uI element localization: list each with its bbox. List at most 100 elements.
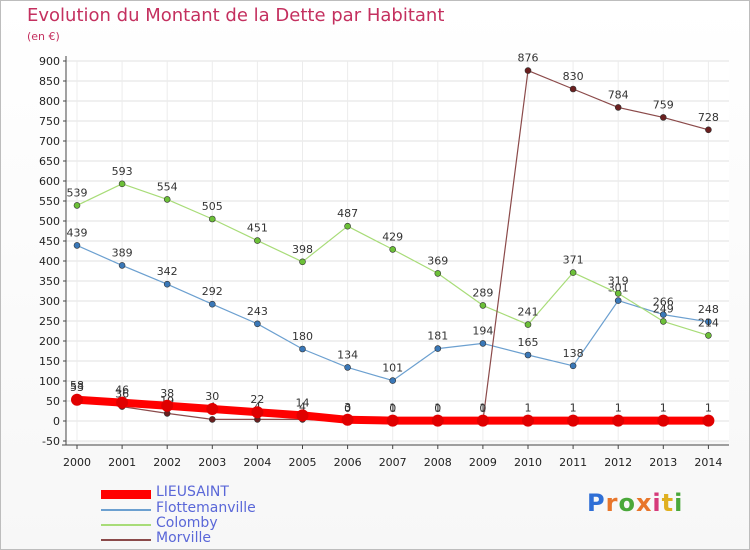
data-point-lieusaint [161, 399, 174, 412]
data-point-morville [209, 416, 216, 423]
plot-area [66, 61, 729, 441]
data-point-flottemanville [479, 340, 487, 347]
data-point-flottemanville [569, 362, 577, 370]
data-point-flottemanville [163, 280, 171, 288]
legend-label-flottemanville: Flottemanville [156, 500, 256, 516]
data-label-colomby: 451 [247, 222, 268, 235]
data-label-flottemanville: 248 [698, 303, 719, 316]
data-label-lieusaint: 1 [615, 402, 622, 415]
data-label-morville: 4 [299, 400, 306, 413]
data-point-lieusaint [476, 414, 489, 427]
data-label-morville: 0 [344, 402, 351, 415]
logo-letter: x [635, 489, 653, 517]
x-tick-label: 2004 [243, 456, 271, 469]
data-label-colomby: 369 [427, 254, 448, 267]
data-label-flottemanville: 101 [382, 362, 403, 375]
data-label-lieusaint: 53 [70, 381, 84, 394]
data-point-flottemanville [659, 311, 667, 318]
x-tick-label: 2007 [379, 456, 407, 469]
data-point-morville [569, 85, 577, 93]
data-point-flottemanville [254, 320, 261, 328]
data-label-lieusaint: 1 [705, 402, 712, 415]
data-label-colomby: 505 [202, 200, 223, 213]
x-tick-label: 2011 [559, 456, 587, 469]
data-label-colomby: 319 [608, 274, 629, 287]
data-label-colomby: 554 [157, 180, 178, 193]
data-label-colomby: 429 [382, 230, 403, 243]
data-label-flottemanville: 266 [653, 296, 674, 309]
data-label-colomby: 593 [112, 165, 133, 178]
data-label-colomby: 398 [292, 243, 313, 256]
data-point-lieusaint [567, 414, 580, 427]
data-label-morville: 36 [115, 388, 129, 401]
chart-title: Evolution du Montant de la Dette par Hab… [27, 5, 445, 26]
data-point-flottemanville [389, 377, 397, 384]
data-label-colomby: 214 [698, 316, 719, 329]
data-label-flottemanville: 439 [67, 226, 88, 239]
y-tick-label: 300 [39, 295, 60, 308]
y-tick-label: 50 [46, 395, 60, 408]
data-point-colomby [659, 318, 667, 325]
y-tick-label: 700 [39, 135, 60, 148]
chart-subtitle: (en €) [27, 30, 60, 43]
data-label-morville: 0 [389, 402, 396, 415]
data-point-lieusaint [702, 414, 715, 427]
data-label-lieusaint: 1 [525, 402, 532, 415]
data-label-flottemanville: 389 [112, 246, 133, 259]
y-tick-label: 800 [39, 95, 60, 108]
data-point-lieusaint [386, 414, 399, 427]
y-tick-label: 900 [39, 55, 60, 68]
data-point-flottemanville [299, 345, 306, 353]
y-tick-label: 200 [39, 335, 60, 348]
x-tick-label: 2001 [108, 456, 136, 469]
data-label-morville: 759 [653, 98, 674, 111]
data-label-lieusaint: 1 [570, 402, 577, 415]
y-tick-label: -50 [42, 435, 60, 448]
data-label-morville: 58 [70, 379, 84, 392]
data-point-flottemanville [73, 242, 81, 249]
data-point-lieusaint [522, 414, 534, 427]
data-point-flottemanville [434, 345, 442, 352]
data-label-flottemanville: 292 [202, 285, 223, 298]
y-tick-label: 550 [39, 195, 60, 208]
data-label-flottemanville: 342 [157, 265, 178, 278]
x-tick-label: 2000 [63, 456, 91, 469]
data-label-colomby: 249 [653, 302, 674, 315]
logo-letter: r [605, 489, 619, 517]
data-point-colomby [524, 321, 532, 328]
legend-swatch-morville [101, 539, 151, 541]
data-point-colomby [344, 222, 351, 230]
data-point-lieusaint [612, 414, 625, 427]
x-tick-label: 2014 [694, 456, 722, 469]
data-point-flottemanville [118, 262, 126, 269]
y-tick-label: 750 [39, 115, 60, 128]
y-tick-label: 650 [39, 155, 60, 168]
x-tick-label: 2006 [334, 456, 362, 469]
y-tick-label: 850 [39, 75, 60, 88]
data-point-colomby [118, 180, 126, 188]
logo-letter: i [674, 489, 684, 517]
data-point-morville [705, 126, 712, 134]
y-tick-label: 250 [39, 315, 60, 328]
x-tick-label: 2008 [424, 456, 452, 469]
data-point-lieusaint [296, 409, 309, 422]
legend-swatch-lieusaint [101, 490, 151, 499]
y-tick-label: 0 [53, 415, 60, 428]
data-label-lieusaint: 1 [389, 402, 396, 415]
data-label-colomby: 371 [563, 254, 584, 267]
y-tick-label: 500 [39, 215, 60, 228]
data-label-colomby: 241 [518, 306, 539, 319]
logo-letter: o [618, 489, 636, 517]
data-point-lieusaint [341, 413, 354, 426]
data-label-lieusaint: 3 [344, 401, 351, 414]
data-label-morville: 0 [479, 402, 486, 415]
data-label-flottemanville: 165 [518, 336, 539, 349]
proxiti-logo: Proxiti [587, 489, 683, 517]
data-point-flottemanville [209, 300, 216, 308]
data-label-lieusaint: 1 [479, 402, 486, 415]
data-label-morville: 876 [518, 52, 539, 65]
y-tick-label: 600 [39, 175, 60, 188]
logo-letter: P [587, 489, 606, 517]
